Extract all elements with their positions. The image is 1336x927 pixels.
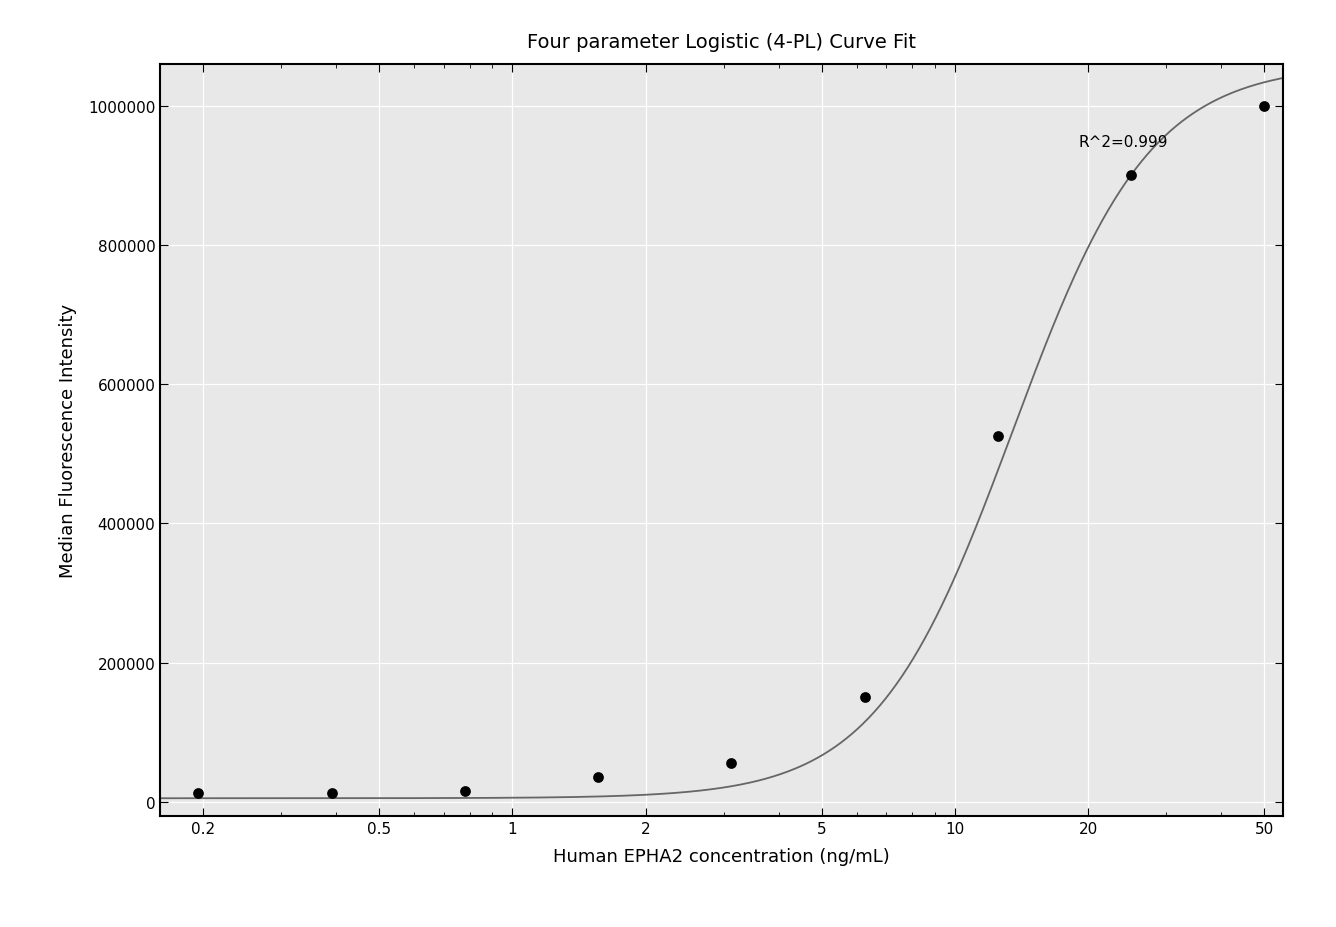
Point [1121,169,1142,184]
Point [321,786,342,801]
Point [720,756,741,771]
Y-axis label: Median Fluorescence Intensity: Median Fluorescence Intensity [59,303,77,578]
Point [588,770,609,785]
Text: R^2=0.999: R^2=0.999 [1078,134,1168,149]
Point [854,690,875,705]
Point [987,429,1009,444]
X-axis label: Human EPHA2 concentration (ng/mL): Human EPHA2 concentration (ng/mL) [553,846,890,865]
Point [1253,99,1275,114]
Point [187,786,208,801]
Point [454,784,476,799]
Title: Four parameter Logistic (4-PL) Curve Fit: Four parameter Logistic (4-PL) Curve Fit [526,33,916,52]
